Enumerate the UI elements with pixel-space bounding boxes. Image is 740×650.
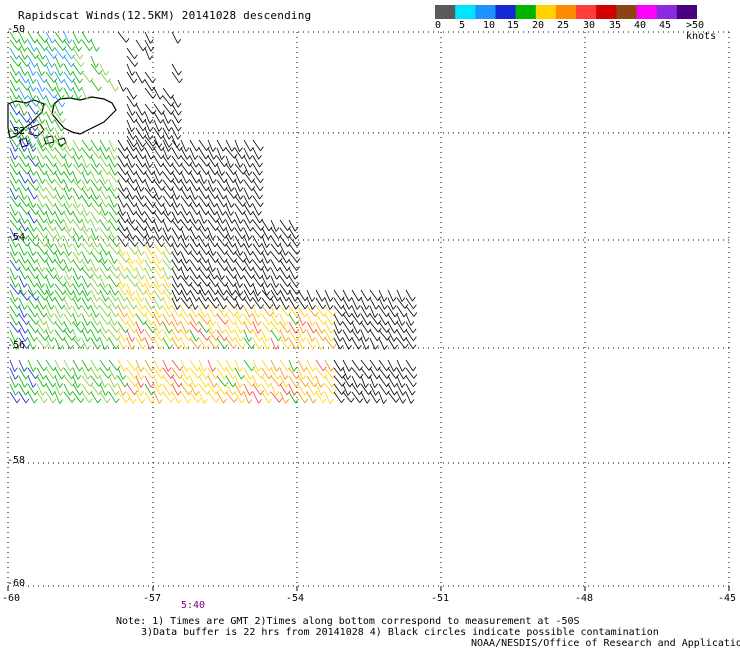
scale-swatch bbox=[435, 5, 456, 19]
lon-label-60w: -60 bbox=[2, 593, 21, 604]
scale-swatch bbox=[515, 5, 537, 19]
scale-swatch bbox=[596, 5, 617, 19]
lon-label-57w: -57 bbox=[143, 593, 162, 604]
lat-label-56s: -56 bbox=[7, 340, 26, 351]
scale-label-30: 30 bbox=[583, 20, 596, 31]
scale-label-5: 5 bbox=[459, 20, 466, 31]
scale-swatch bbox=[555, 5, 577, 19]
lon-label-48w: -48 bbox=[575, 593, 594, 604]
scale-swatch bbox=[535, 5, 557, 19]
lat-label-58s: -58 bbox=[7, 455, 26, 466]
map-title: Rapidscat Winds(12.5KM) 20141028 descend… bbox=[18, 9, 312, 22]
scale-swatch bbox=[676, 5, 697, 19]
lat-label-60s: -60 bbox=[7, 578, 26, 589]
scale-swatch bbox=[616, 5, 638, 19]
scale-label-45: 45 bbox=[659, 20, 672, 31]
scale-swatch bbox=[576, 5, 597, 19]
lon-label-51w: -51 bbox=[431, 593, 450, 604]
lon-label-45w: -45 bbox=[718, 593, 737, 604]
lat-label-54s: -54 bbox=[7, 232, 26, 243]
wind-vectors bbox=[9, 31, 418, 404]
note-line-1: Note: 1) Times are GMT 2)Times along bot… bbox=[116, 616, 580, 627]
pass-time-label: 5:40 bbox=[181, 600, 206, 611]
lat-lon-grid bbox=[7, 31, 730, 591]
scale-label-20: 20 bbox=[532, 20, 545, 31]
scale-swatch bbox=[455, 5, 476, 19]
scale-label-10: 10 bbox=[483, 20, 496, 31]
lon-label-54w: -54 bbox=[286, 593, 305, 604]
lat-label-50s: -50 bbox=[7, 24, 26, 35]
color-scale-bar bbox=[435, 5, 697, 19]
credit-line: NOAA/NESDIS/Office of Research and Appli… bbox=[471, 638, 740, 649]
scale-label-25: 25 bbox=[557, 20, 570, 31]
scale-swatch bbox=[495, 5, 517, 19]
scale-label-40: 40 bbox=[634, 20, 647, 31]
scale-swatch bbox=[475, 5, 496, 19]
note-line-2: 3)Data buffer is 22 hrs from 20141028 4)… bbox=[141, 627, 659, 638]
scale-swatch bbox=[656, 5, 678, 19]
scale-label-35: 35 bbox=[609, 20, 622, 31]
scale-label-50: >50 knots bbox=[686, 20, 717, 42]
scale-swatch bbox=[636, 5, 658, 19]
scale-label-0: 0 bbox=[435, 20, 442, 31]
lat-label-52s: -52 bbox=[7, 126, 26, 137]
scale-label-15: 15 bbox=[507, 20, 520, 31]
